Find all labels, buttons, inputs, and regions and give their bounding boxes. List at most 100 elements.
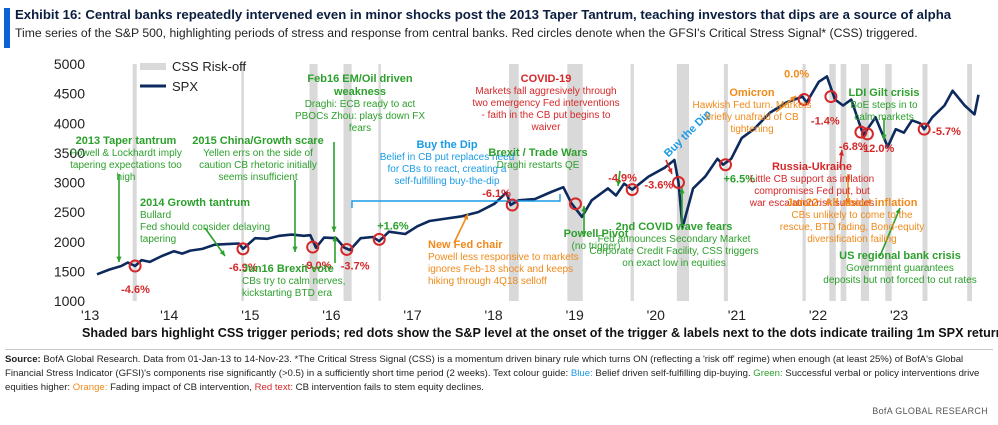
annotation-text: Powell & Lockhardt imply (70, 148, 182, 159)
callout-arrowhead (332, 236, 338, 242)
annotation-text: deposits but not forced to cut rates (823, 275, 976, 286)
trigger-dot (306, 240, 320, 254)
annotation-text: calm markets (854, 112, 913, 123)
x-tick-label: '23 (890, 307, 908, 323)
annotation-heading: Omicron (729, 87, 775, 99)
trigger-dot (340, 242, 354, 256)
callout-arrowhead (219, 250, 225, 256)
trigger-label: -1.4% (811, 116, 840, 128)
annotation-heading: 2014 Growth tantrum (140, 197, 250, 209)
annotation-text: (no trigger) (572, 241, 621, 252)
legend: CSS Risk-off SPX (140, 59, 247, 94)
annotation-heading: US regional bank crisis (839, 250, 961, 262)
annotation-text: waiver (531, 122, 562, 133)
annotation-heading: Brexit / Trade Wars (488, 147, 587, 159)
trigger-label: -4.6% (121, 284, 150, 296)
risk-off-bar (241, 64, 244, 301)
annotation-text: tapering expectations too (70, 160, 182, 171)
callout-arrow (204, 227, 226, 257)
risk-off-bar (309, 64, 318, 301)
legend-shade-swatch (140, 63, 166, 70)
annotation-text: Fed announces Secondary Market (598, 234, 751, 245)
annotation-text: PBOCs Zhou: plays down FX (295, 111, 425, 122)
callout-arrows (116, 95, 901, 263)
y-tick-label: 4000 (54, 115, 85, 131)
annotation-text: Markets fall aggresively through (475, 86, 616, 97)
trigger-dot (236, 242, 250, 256)
annotation-text: high (117, 172, 136, 183)
annotation-text: Yellen errs on the side of (203, 148, 313, 159)
annotation-heading: COVID-19 (521, 73, 572, 85)
callout-arrowhead (292, 246, 298, 252)
y-tick-label: 3500 (54, 145, 85, 161)
annotation-text: Corporate Credit Facility, CSS triggers (589, 246, 758, 257)
annotation-text: BoE steps in to (850, 100, 918, 111)
x-axis: '13 '14 '15 '16 '17 '18 '19 '20 '21 '22 '23 (81, 307, 908, 323)
y-tick-label: 5000 (54, 56, 85, 72)
buy-the-dip-bracket (351, 194, 561, 208)
annotation-text: ignores Feb-18 shock and keeps (428, 264, 573, 275)
annotation-heading: Russia-Ukraine (772, 161, 852, 173)
annotation-text: Belief in CB put replaces need (380, 152, 515, 163)
trigger-label: -6.9% (229, 262, 258, 274)
trigger-dot (824, 90, 838, 104)
spx-chart: 1000 1500 2000 2500 3000 3500 4000 4500 5000 '13… (54, 56, 980, 323)
annotation-heading: Powell Pivot (564, 228, 629, 240)
y-tick-label: 1000 (54, 293, 85, 309)
risk-off-bar (508, 64, 519, 301)
chart-subtitle: Time series of the S&P 500, highlighting… (15, 26, 918, 40)
trigger-label: -12.0% (859, 143, 894, 155)
footnote-blue: Blue: (570, 368, 593, 379)
trigger-dots: -4.6% -6.9% -9.0% -3.7% +1.6% -6.1% -4.9% -3.6%… (121, 69, 961, 296)
trigger-dot (128, 259, 142, 273)
footnote-green: Green: (753, 368, 783, 379)
risk-off-bar (922, 64, 928, 301)
trigger-dot (625, 183, 639, 197)
footnote-red-desc: CB intervention fails to stem equity dec… (293, 382, 484, 393)
callout-arrowhead (679, 188, 685, 194)
annotation-text: war escalation risk subsides (749, 198, 875, 209)
risk-off-shading (132, 64, 973, 301)
callout-arrowhead (881, 134, 887, 140)
annotation-text: kickstarting BTD era (242, 288, 332, 299)
x-tick-label: '17 (403, 307, 421, 323)
trigger-dot (718, 158, 732, 172)
annotation-heading: LDI Gilt crisis (849, 87, 920, 99)
trigger-dot (860, 127, 874, 141)
y-tick-label: 2000 (54, 234, 85, 250)
annotation-heading: Jun22: All about inflation (787, 197, 918, 209)
callout-arrowhead (331, 226, 337, 232)
trigger-dot (372, 232, 386, 246)
x-tick-label: '15 (241, 307, 259, 323)
annotation-heading: Jun16 Brexit vote (242, 263, 334, 275)
risk-off-bar (967, 64, 973, 301)
callout-arrow (879, 207, 901, 257)
risk-off-bar (343, 64, 352, 301)
chart-title: Exhibit 16: Central banks repeatedly int… (15, 7, 952, 22)
annotation-heading: 2015 China/Growth scare (192, 135, 323, 147)
annotation-text: hiking through 4Q18 selloff (428, 276, 547, 287)
y-axis: 1000 1500 2000 2500 3000 3500 4000 4500 5000 (54, 56, 85, 309)
annotation-heading: 2013 Taper tantrum (76, 135, 177, 147)
annotation-text: Fed should consider delaying (140, 222, 270, 233)
annotation-heading: 2nd COVID wave fears (616, 221, 733, 233)
trigger-dot (797, 93, 811, 107)
annotation-text: - faith in the CB put begins to (482, 110, 611, 121)
footnote-main: BofA Global Research. Data from 01-Jan-1… (5, 354, 964, 379)
annotation-heading: Buy the Dip (416, 139, 477, 151)
annotation-text: tightening (730, 124, 773, 135)
annotation-text: rescue, BTD fading, Bond-equity (780, 222, 925, 233)
annotation-text: CBs unlikely to come to the (791, 210, 913, 221)
trigger-label: -9.0% (303, 260, 332, 272)
chart-caption: Shaded bars highlight CSS trigger period… (82, 326, 998, 340)
x-tick-label: '13 (81, 307, 99, 323)
annotation-text: Powell less responsive to markets (428, 252, 579, 263)
